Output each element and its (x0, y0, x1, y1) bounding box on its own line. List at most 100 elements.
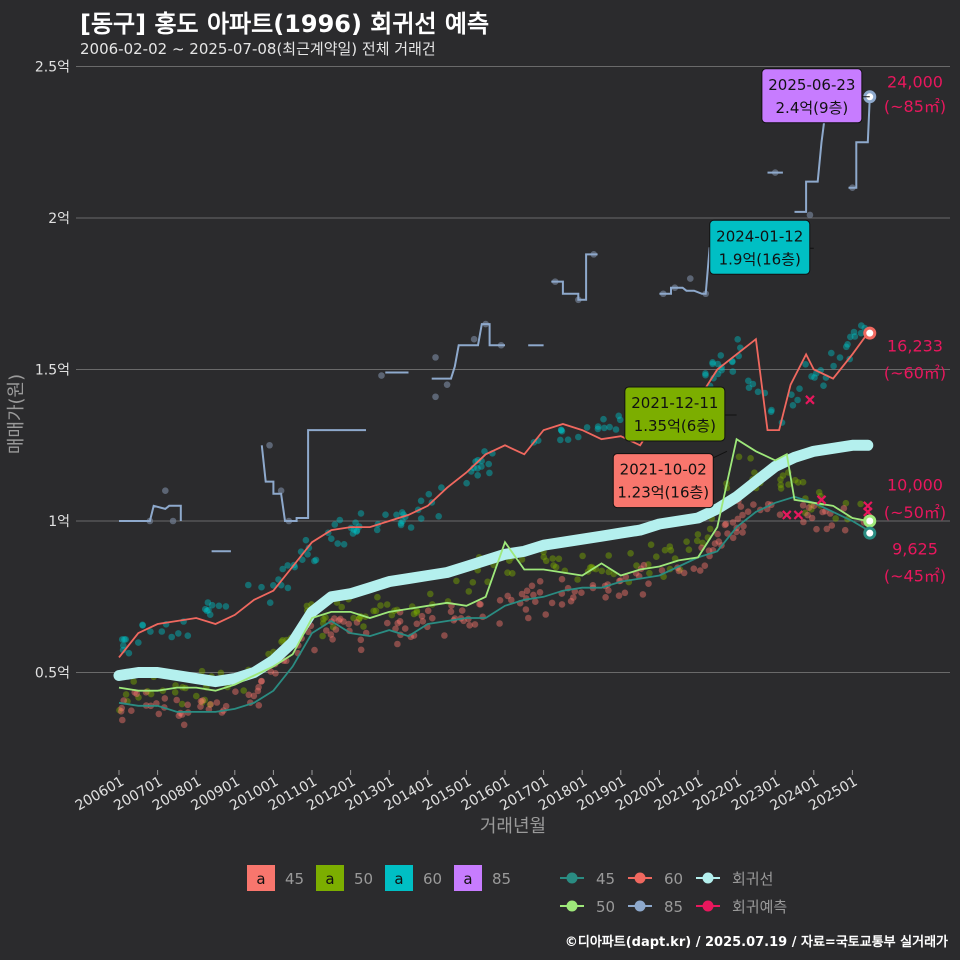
legend-line-point (702, 900, 714, 912)
scatter-point (699, 539, 706, 547)
scatter-point-85 (277, 487, 285, 495)
scatter-point (479, 613, 487, 621)
scatter-point (139, 621, 146, 629)
scatter-point (302, 536, 310, 544)
scatter-point (808, 506, 815, 513)
scatter-point (532, 598, 539, 605)
x-axis-title: 거래년월 (480, 816, 546, 837)
scatter-point (147, 690, 155, 698)
y-tick-label: 2억 (48, 211, 70, 227)
prediction-marker (782, 510, 792, 520)
scatter-point (496, 620, 503, 627)
legend-box-symbol: a (463, 870, 472, 888)
scatter-point (203, 607, 211, 615)
scatter-point (255, 683, 262, 691)
scatter-point (120, 642, 127, 649)
right-value-label: 10,000 (887, 476, 943, 495)
scatter-point (799, 502, 807, 509)
scatter-point (808, 373, 815, 380)
scatter-point (336, 516, 344, 524)
scatter-point-85 (432, 393, 439, 401)
scatter-point (820, 382, 827, 390)
legend-line-label: 회귀선 (732, 870, 773, 888)
scatter-point (647, 541, 655, 548)
scatter-point (709, 359, 716, 366)
annotation-date: 2021-12-11 (631, 394, 718, 412)
series-line-85 (431, 323, 505, 380)
scatter-point (706, 525, 714, 533)
annotation-box (709, 219, 811, 275)
scatter-point (749, 380, 757, 388)
scatter-point (427, 590, 434, 598)
legend-box-label: 60 (423, 870, 442, 888)
scatter-point (721, 521, 729, 529)
scatter-point (558, 601, 566, 608)
scatter-point (197, 703, 204, 710)
scatter-point (857, 329, 865, 337)
scatter-point (484, 578, 491, 586)
scatter-point (413, 620, 421, 628)
scatter-point (605, 587, 612, 594)
legend-line-label: 45 (596, 870, 615, 888)
scatter-point (335, 617, 343, 624)
scatter-point (328, 535, 335, 542)
annotation-price: 1.23억(16층) (617, 484, 709, 502)
series-line-85 (848, 96, 871, 189)
scatter-point (184, 701, 191, 709)
scatter-point (542, 557, 550, 565)
scatter-point (118, 636, 126, 643)
scatter-point (621, 589, 629, 597)
scatter-point (284, 562, 292, 569)
scatter-point (122, 691, 130, 698)
scatter-point (776, 511, 784, 518)
scatter-point (168, 633, 175, 641)
scatter-point (417, 515, 425, 522)
scatter-point (496, 597, 504, 604)
scatter-point (353, 528, 360, 535)
scatter-point (729, 519, 737, 526)
scatter-point (329, 623, 337, 631)
scatter-point (331, 615, 338, 622)
scatter-point (311, 646, 318, 654)
annotation-box (612, 453, 714, 509)
scatter-point (509, 570, 516, 577)
scatter-point (465, 588, 473, 595)
scatter-point (338, 603, 346, 611)
scatter-point (676, 566, 684, 573)
scatter-point (207, 701, 214, 708)
scatter-point (598, 567, 606, 575)
series-line-85 (659, 247, 729, 295)
scatter-point (813, 525, 820, 533)
scatter-point (685, 546, 693, 553)
scatter-point (383, 601, 391, 608)
scatter-point (575, 433, 582, 441)
scatter-point (522, 606, 530, 613)
y-tick-label: 1억 (48, 514, 70, 530)
scatter-point (729, 368, 737, 375)
scatter-point (139, 622, 146, 629)
scatter-point (486, 469, 493, 477)
right-value-label: 9,625 (892, 539, 938, 558)
scatter-point (705, 547, 713, 554)
scatter-point (594, 423, 602, 430)
scatter-point (627, 550, 634, 557)
scatter-point (802, 361, 809, 368)
annotation-date: 2021-10-02 (620, 461, 707, 479)
scatter-point (447, 608, 455, 615)
chart-subtitle: 2006-02-02 ~ 2025-07-08(최근계약일) 전체 거래건 (80, 40, 436, 58)
scatter-point (754, 388, 762, 396)
prediction-marker (805, 395, 815, 405)
scatter-point (161, 695, 169, 702)
scatter-point (340, 618, 347, 625)
legend-line-point (566, 900, 578, 912)
scatter-point (178, 700, 186, 708)
scatter-point (525, 614, 532, 622)
scatter-point (284, 584, 292, 592)
y-tick-label: 0.5억 (35, 666, 70, 682)
scatter-point (466, 622, 473, 629)
scatter-point (640, 561, 648, 569)
scatter-point (696, 567, 704, 574)
series-end-point (863, 526, 877, 540)
